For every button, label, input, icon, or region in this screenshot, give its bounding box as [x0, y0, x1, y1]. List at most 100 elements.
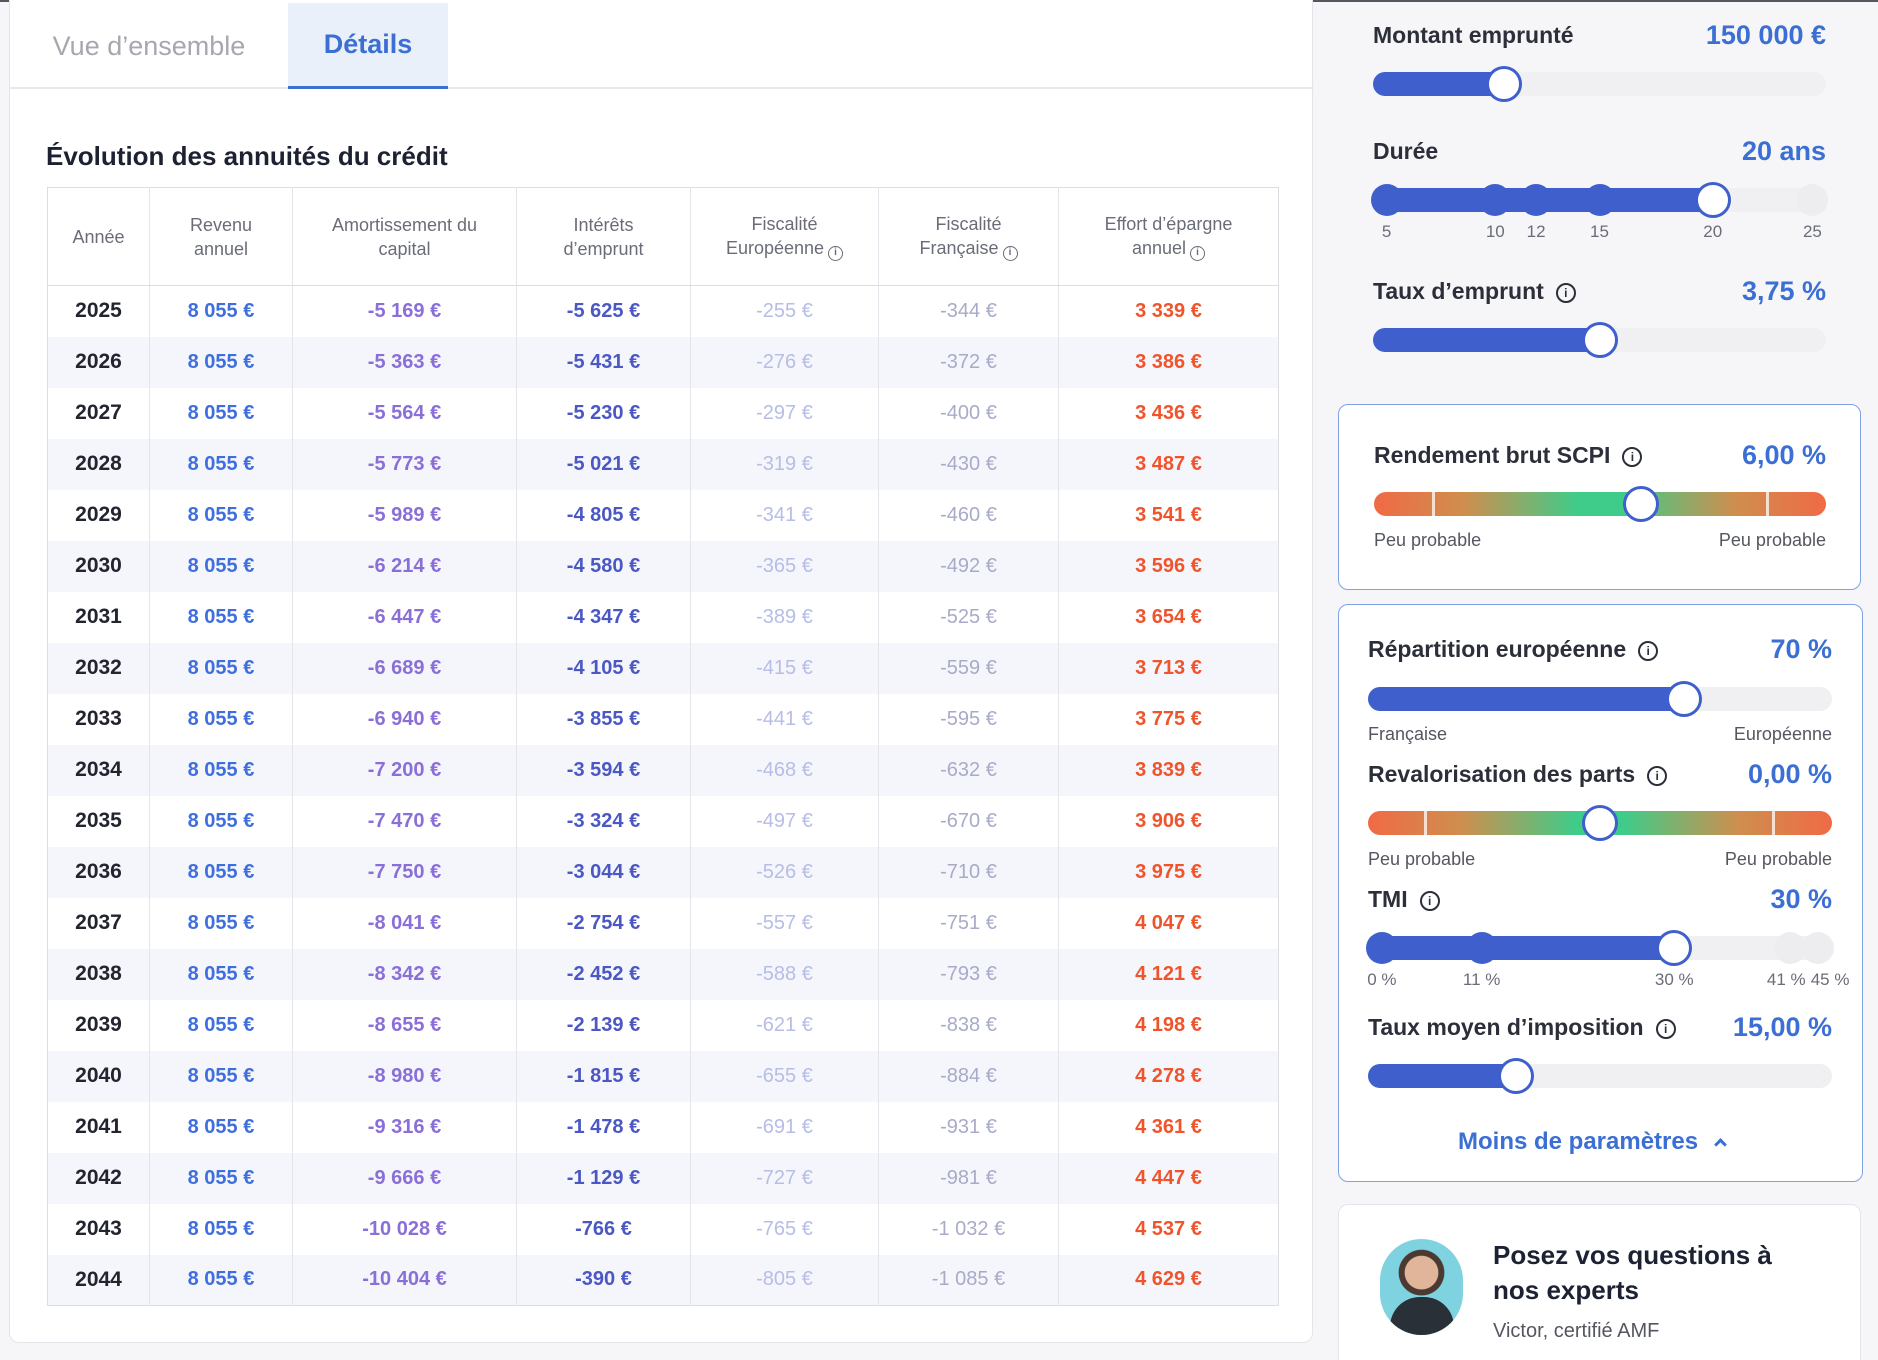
- cell-effort: 3 436 €: [1135, 401, 1202, 424]
- cell-year: 2044: [47, 1254, 150, 1306]
- slider-thumb[interactable]: [1694, 182, 1731, 218]
- repartition-slider[interactable]: [1368, 681, 1832, 717]
- revalorisation-slider[interactable]: [1368, 805, 1832, 841]
- revalorisation-label: Revalorisation des parts i: [1368, 761, 1668, 788]
- cell-amortization: -10 028 €: [292, 1203, 517, 1255]
- info-icon[interactable]: i: [1622, 447, 1643, 467]
- slider-step-dot[interactable]: [1465, 932, 1498, 964]
- cell-year: 2034: [47, 744, 150, 796]
- cell-effort: 3 975 €: [1058, 846, 1279, 898]
- table-row: 2033 8 055 € -6 940 € -3 855 € -441 € -595 € 3…: [47, 693, 1279, 745]
- info-icon[interactable]: i: [1419, 891, 1440, 911]
- table-row: 2025 8 055 € -5 169 € -5 625 € -255 € -344 € 3…: [47, 285, 1279, 337]
- cell-year: 2039: [47, 999, 150, 1051]
- cell-fiscal-fr: -559 €: [878, 642, 1059, 694]
- slider-step-dot[interactable]: [1520, 184, 1553, 216]
- slider-tick-label: 30 %: [1654, 970, 1694, 989]
- cell-effort: 3 839 €: [1058, 744, 1279, 796]
- col-header-effort: Effort d’épargne annuel i: [1058, 187, 1279, 286]
- info-icon[interactable]: i: [828, 246, 844, 261]
- cell-fiscal-eu: -468 €: [690, 744, 879, 796]
- table-row: 2031 8 055 € -6 447 € -4 347 € -389 € -525 € 3…: [47, 591, 1279, 643]
- tmi-value: 30 %: [1770, 884, 1832, 914]
- slider-tick-label: 25: [1802, 222, 1822, 241]
- duree-slider[interactable]: 5 10 12 15 20 25: [1370, 182, 1829, 241]
- cell-effort: 3 541 €: [1135, 503, 1202, 526]
- slider-thumb[interactable]: [1656, 930, 1693, 966]
- cell-interest: -5 625 €: [516, 285, 691, 337]
- cell-interest: -4 105 €: [516, 642, 691, 694]
- slider-thumb[interactable]: [1498, 1058, 1534, 1094]
- cell-fiscal-fr: -344 €: [878, 285, 1059, 337]
- table-row: 2044 8 055 € -10 404 € -390 € -805 € -1 085 €…: [47, 1254, 1279, 1306]
- rendement-slider[interactable]: [1374, 486, 1826, 522]
- slider-step-dot[interactable]: [1802, 932, 1835, 964]
- expert-subtitle: Victor, certifié AMF: [1493, 1320, 1660, 1342]
- slider-thumb[interactable]: [1582, 322, 1618, 358]
- slider-step-dot[interactable]: [1370, 184, 1403, 216]
- cell-interest: -4 347 €: [516, 591, 691, 643]
- cell-revenue: 8 055 €: [149, 336, 293, 388]
- chevron-up-icon: [1714, 1138, 1727, 1151]
- less-params-button[interactable]: Moins de paramètres: [1458, 1128, 1727, 1156]
- cell-effort: 3 775 €: [1135, 707, 1202, 730]
- slider-thumb[interactable]: [1623, 486, 1659, 522]
- cell-fiscal-eu: -441 €: [690, 693, 879, 745]
- cell-fiscal-fr: -1 032 €: [878, 1203, 1059, 1255]
- section-title: Évolution des annuités du crédit: [46, 141, 448, 171]
- cell-fiscal-eu: -805 €: [690, 1254, 879, 1306]
- tmi-slider[interactable]: 0 % 11 % 30 % 41 % 45 %: [1365, 930, 1849, 989]
- info-icon[interactable]: i: [1002, 246, 1018, 261]
- cell-amortization: -10 404 €: [292, 1254, 517, 1306]
- cell-revenue: 8 055 €: [149, 540, 293, 592]
- slider-step-dot[interactable]: [1796, 184, 1829, 216]
- taux-slider[interactable]: [1373, 322, 1826, 358]
- cell-amortization: -5 169 €: [292, 285, 517, 337]
- cell-amortization: -6 447 €: [292, 591, 517, 643]
- taux-moyen-slider[interactable]: [1368, 1058, 1832, 1094]
- cell-effort: 3 713 €: [1058, 642, 1279, 694]
- cell-amortization: -8 041 €: [292, 897, 517, 949]
- cell-fiscal-fr: -710 €: [878, 846, 1059, 898]
- slider-thumb[interactable]: [1666, 681, 1702, 717]
- info-icon[interactable]: i: [1190, 246, 1206, 261]
- cell-fiscal-fr: -460 €: [878, 489, 1059, 541]
- repartition-label: Répartition européenne i: [1368, 636, 1659, 663]
- cell-fiscal-fr: -430 €: [878, 438, 1059, 490]
- montant-label: Montant emprunté: [1373, 22, 1574, 48]
- montant-value: 150 000 €: [1705, 20, 1826, 50]
- cell-year: 2033: [47, 693, 150, 745]
- cell-fiscal-eu: -557 €: [690, 897, 879, 949]
- slider-thumb[interactable]: [1582, 805, 1618, 841]
- info-icon[interactable]: i: [1647, 766, 1668, 786]
- tab-details[interactable]: Détails: [288, 3, 448, 89]
- zone-separator: [1432, 492, 1435, 516]
- taux-moyen-label: Taux moyen d’imposition i: [1368, 1014, 1676, 1041]
- slider-tick-label: 41 %: [1766, 970, 1806, 989]
- slider-step-dot[interactable]: [1365, 932, 1398, 964]
- hint-left: Peu probable: [1368, 849, 1476, 869]
- cell-amortization: -9 666 €: [292, 1152, 517, 1204]
- duree-value: 20 ans: [1741, 136, 1826, 166]
- cell-revenue: 8 055 €: [149, 285, 293, 337]
- cell-interest: -3 855 €: [516, 693, 691, 745]
- slider-step-dot[interactable]: [1479, 184, 1512, 216]
- slider-tick-label: 45 %: [1810, 970, 1850, 989]
- repartition-value: 70 %: [1770, 634, 1832, 664]
- slider-fill: [1368, 936, 1686, 960]
- info-icon[interactable]: i: [1655, 1019, 1676, 1039]
- tab-overview[interactable]: Vue d’ensemble: [52, 30, 246, 61]
- col-header-fiscal-eu: Fiscalité Européenne i: [690, 187, 879, 286]
- info-icon[interactable]: i: [1555, 283, 1576, 303]
- info-icon[interactable]: i: [1638, 641, 1659, 661]
- cell-fiscal-fr: -838 €: [878, 999, 1059, 1051]
- cell-year: 2030: [47, 540, 150, 592]
- cell-fiscal-fr: -884 €: [878, 1050, 1059, 1102]
- slider-tick-label: 0 %: [1367, 970, 1397, 989]
- cell-year: 2027: [47, 387, 150, 439]
- slider-step-dot[interactable]: [1583, 184, 1616, 216]
- slider-thumb[interactable]: [1486, 66, 1522, 102]
- cell-effort: 4 629 €: [1058, 1254, 1279, 1306]
- slider-step-dot[interactable]: [1774, 932, 1807, 964]
- montant-slider[interactable]: [1373, 66, 1826, 102]
